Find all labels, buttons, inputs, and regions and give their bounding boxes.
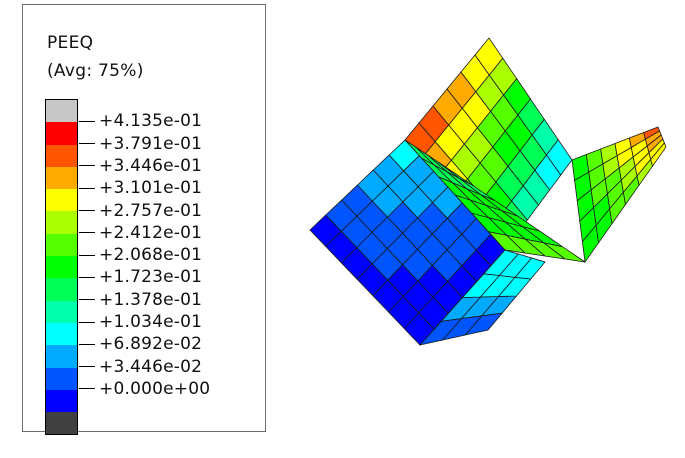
legend-tick: +2.757e-01 [79, 201, 202, 221]
tick-label: +6.892e-02 [99, 334, 203, 355]
legend-swatch [46, 345, 77, 368]
mesh-front-bottom [418, 249, 546, 346]
tick-mark [79, 343, 95, 345]
legend-swatch [46, 144, 77, 167]
tick-mark [79, 232, 95, 234]
tick-label: +1.723e-01 [99, 267, 203, 288]
mesh-right-wing [571, 126, 667, 264]
legend-tick: +3.791e-01 [79, 134, 202, 154]
tick-mark [79, 276, 95, 278]
mesh-front-wall [309, 139, 506, 346]
legend-swatch [46, 100, 77, 123]
tick-mark [79, 120, 95, 122]
tick-label: +2.412e-01 [99, 222, 203, 243]
tick-mark [79, 187, 95, 189]
tick-label: +0.000e+00 [99, 378, 211, 399]
legend-subtitle: (Avg: 75%) [47, 61, 144, 81]
legend-swatch [46, 367, 77, 390]
legend-tick: +1.723e-01 [79, 267, 202, 287]
legend-tick: +3.446e-01 [79, 156, 202, 176]
tick-label: +3.791e-01 [99, 133, 203, 154]
legend-tick: +3.446e-02 [79, 357, 202, 377]
legend-tick: +2.068e-01 [79, 245, 202, 265]
legend-swatch [46, 166, 77, 190]
tick-mark [79, 366, 95, 368]
tick-label: +1.034e-01 [99, 312, 203, 332]
tick-mark [79, 321, 95, 323]
legend-tick: +1.378e-01 [79, 290, 202, 310]
legend-swatch [46, 122, 77, 145]
tick-label: +2.068e-01 [99, 245, 203, 266]
tick-mark [79, 143, 95, 145]
legend-title: PEEQ [47, 33, 94, 53]
legend-tick: +0.000e+00 [79, 379, 210, 399]
tick-label: +3.446e-01 [99, 155, 203, 176]
tick-mark [79, 254, 95, 256]
mesh-element [650, 142, 667, 168]
legend-swatch [46, 389, 77, 413]
legend-tick: +1.034e-01 [79, 312, 202, 332]
tick-mark [79, 210, 95, 211]
legend-tick: +4.135e-01 [79, 111, 202, 131]
legend-tick: +3.101e-01 [79, 178, 202, 198]
legend-tick: +2.412e-01 [79, 223, 202, 243]
deformed-mesh-plot [309, 37, 667, 346]
tick-mark [79, 299, 95, 301]
legend-tick: +6.892e-02 [79, 334, 202, 354]
legend-swatch [46, 322, 77, 346]
legend-swatch [46, 256, 77, 279]
color-bar [45, 99, 78, 436]
legend-swatch [46, 278, 77, 301]
legend-swatch [46, 233, 77, 257]
legend-swatch [46, 300, 77, 323]
mesh-element [514, 257, 546, 280]
legend-swatch [46, 211, 77, 234]
tick-label: +3.101e-01 [99, 178, 203, 199]
tick-label: +2.757e-01 [99, 200, 203, 221]
legend-swatch [46, 189, 77, 212]
tick-label: +4.135e-01 [99, 111, 203, 132]
tick-label: +3.446e-02 [99, 356, 203, 377]
tick-mark [79, 388, 95, 390]
tick-mark [79, 165, 95, 167]
tick-label: +1.378e-01 [99, 289, 203, 310]
legend-swatch [46, 412, 77, 435]
legend-panel: PEEQ (Avg: 75%) +4.135e-01 +3.791e-01 +3.4… [22, 4, 266, 436]
